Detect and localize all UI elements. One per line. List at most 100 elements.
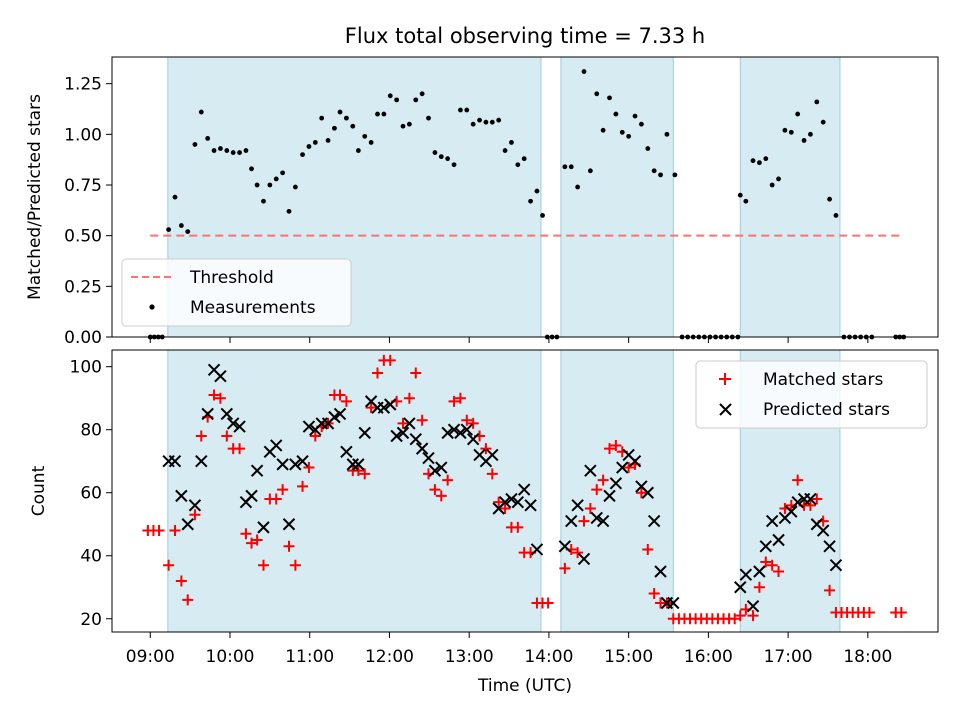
measurement-point bbox=[192, 142, 198, 147]
measurement-point bbox=[261, 198, 266, 204]
top-legend: Threshold Measurements bbox=[121, 258, 352, 327]
measurement-point bbox=[568, 164, 574, 170]
measurement-point bbox=[757, 160, 762, 166]
measurement-point bbox=[198, 109, 204, 115]
predicted-star-marker bbox=[571, 499, 584, 512]
measurement-point bbox=[509, 140, 514, 145]
matched-star-marker bbox=[591, 484, 603, 496]
predicted-star-marker bbox=[746, 599, 760, 613]
measurement-point bbox=[185, 229, 191, 235]
x-tick-label: 13:00 bbox=[445, 647, 494, 667]
matched-star-marker bbox=[416, 414, 428, 426]
matched-star-marker bbox=[499, 502, 511, 514]
predicted-legend-label: Predicted stars bbox=[763, 400, 890, 420]
matched-star-marker bbox=[297, 480, 309, 492]
top-y-tick-label: 1.00 bbox=[64, 125, 102, 145]
measurement-point bbox=[426, 115, 431, 121]
predicted-star-marker bbox=[460, 423, 474, 436]
measurement-point bbox=[769, 182, 775, 188]
top-shaded-intervals bbox=[167, 56, 841, 338]
measurement-point bbox=[172, 194, 178, 200]
matched-star-marker bbox=[729, 613, 741, 625]
matched-star-marker bbox=[214, 392, 226, 404]
measurement-point bbox=[387, 93, 393, 99]
predicted-star-marker bbox=[346, 458, 359, 471]
matched-star-marker bbox=[512, 521, 524, 533]
measurement-point bbox=[362, 133, 368, 139]
measurement-point bbox=[639, 121, 644, 127]
predicted-star-marker bbox=[270, 439, 283, 452]
matched-star-marker bbox=[773, 566, 785, 578]
measurement-point bbox=[350, 123, 356, 129]
x-tick-label: 10:00 bbox=[206, 647, 255, 667]
measurement-point bbox=[581, 69, 587, 74]
predicted-star-marker bbox=[168, 455, 182, 468]
predicted-star-marker bbox=[823, 540, 836, 553]
predicted-star-marker bbox=[753, 565, 766, 578]
matched-star-marker bbox=[372, 367, 383, 379]
shaded-interval-3 bbox=[739, 56, 841, 338]
predicted-star-marker bbox=[466, 432, 480, 446]
predicted-star-marker bbox=[276, 458, 289, 471]
measurement-point bbox=[249, 166, 254, 172]
top-y-tick-label: 0.75 bbox=[64, 176, 102, 196]
measurement-point bbox=[626, 133, 632, 139]
measurement-point bbox=[795, 111, 801, 117]
predicted-star-marker bbox=[195, 455, 208, 468]
matched-star-marker bbox=[863, 606, 875, 618]
matched-star-marker bbox=[175, 575, 187, 587]
predicted-star-marker bbox=[505, 492, 518, 506]
bottom-x-axis-ticks: 09:00 10:00 11:00 12:00 13:00 14:00 15:00 16:00… bbox=[126, 632, 892, 667]
x-tick-label: 18:00 bbox=[843, 647, 892, 667]
top-y-tick-label: 0.50 bbox=[64, 227, 102, 247]
matched-star-marker bbox=[410, 367, 422, 379]
matched-star-marker bbox=[309, 430, 321, 442]
top-panel: 0.00 0.25 0.50 0.75 1.00 1.25 Flux total obse… bbox=[25, 24, 939, 348]
predicted-star-marker bbox=[181, 518, 194, 531]
bottom-y-tick-label: 20 bbox=[80, 610, 102, 630]
matched-legend-label: Matched stars bbox=[763, 370, 883, 390]
measurement-point bbox=[827, 196, 832, 202]
predicted-star-marker bbox=[517, 483, 531, 496]
measurement-point bbox=[515, 162, 521, 168]
matched-star-marker bbox=[189, 509, 201, 521]
predicted-star-marker bbox=[403, 417, 416, 430]
x-axis-label: Time (UTC) bbox=[477, 676, 572, 696]
measurement-point bbox=[534, 188, 540, 194]
matched-star-marker bbox=[648, 588, 660, 600]
measurement-point bbox=[613, 111, 619, 117]
matched-star-marker bbox=[578, 515, 590, 527]
bottom-y-tick-label: 60 bbox=[80, 484, 102, 504]
measurement-point bbox=[280, 170, 286, 176]
matched-star-marker bbox=[359, 468, 371, 480]
x-tick-label: 14:00 bbox=[524, 647, 573, 667]
matched-star-marker bbox=[623, 462, 635, 474]
measurement-point bbox=[286, 208, 292, 214]
measurement-point bbox=[319, 115, 325, 121]
predicted-star-marker bbox=[282, 518, 296, 531]
measurement-point bbox=[521, 156, 527, 162]
measurement-point bbox=[413, 97, 419, 103]
predicted-star-marker bbox=[352, 458, 365, 471]
x-tick-label: 17:00 bbox=[764, 647, 813, 667]
measurement-point bbox=[419, 91, 425, 97]
measurement-point bbox=[451, 162, 457, 168]
matched-star-marker bbox=[760, 556, 772, 568]
predicted-star-marker bbox=[428, 464, 442, 477]
measurement-point bbox=[470, 121, 476, 127]
threshold-legend-label: Threshold bbox=[189, 268, 274, 288]
matched-star-marker bbox=[454, 392, 466, 404]
predicted-star-marker bbox=[816, 524, 830, 537]
matched-star-marker bbox=[257, 559, 269, 571]
matched-star-marker bbox=[289, 559, 301, 571]
predicted-star-marker bbox=[603, 489, 616, 503]
measurement-point bbox=[672, 172, 678, 178]
matched-star-marker bbox=[635, 487, 647, 499]
measurement-point bbox=[632, 113, 638, 119]
measurement-point bbox=[254, 182, 260, 188]
predicted-star-marker bbox=[340, 445, 353, 458]
measurement-point bbox=[458, 107, 463, 113]
matched-star-marker bbox=[734, 610, 746, 622]
matched-star-marker bbox=[208, 389, 220, 401]
